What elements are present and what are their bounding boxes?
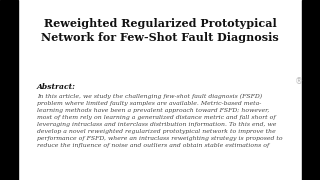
Text: In this article, we study the challenging few-shot fault diagnosis (FSFD)
proble: In this article, we study the challengin… [37,94,283,148]
Text: ®: ® [295,77,303,86]
Bar [302,0,320,180]
Text: Reweighted Regularized Prototypical
Network for Few-Shot Fault Diagnosis: Reweighted Regularized Prototypical Netw… [41,18,279,43]
Bar [0,0,18,180]
Text: Abstract:: Abstract: [37,83,76,91]
